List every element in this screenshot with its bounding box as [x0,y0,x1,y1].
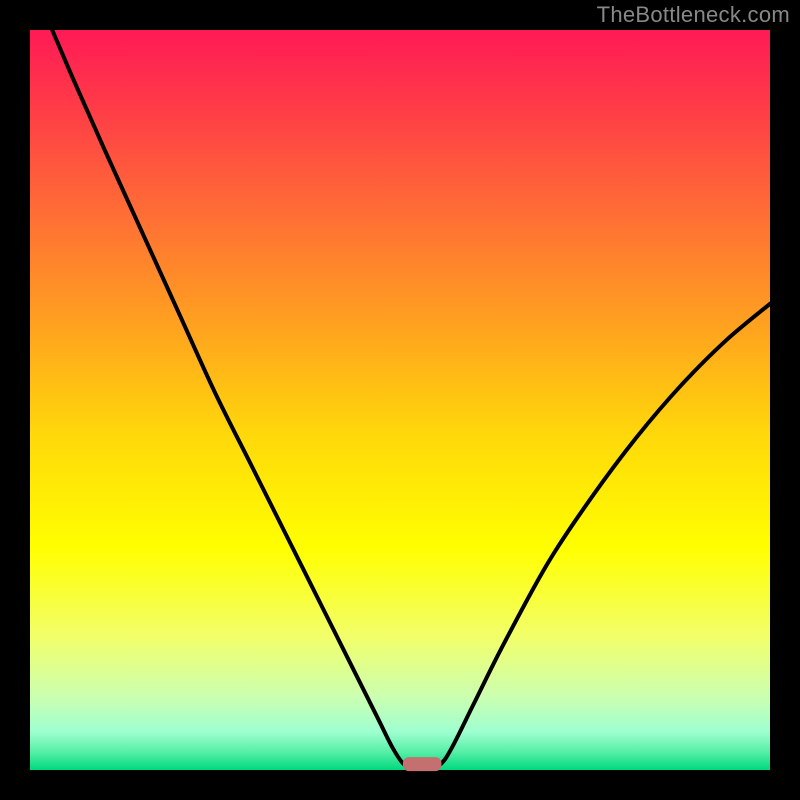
plot-background [30,30,770,770]
watermark-text: TheBottleneck.com [597,2,790,28]
chart-frame: TheBottleneck.com [0,0,800,800]
optimum-marker [403,757,441,771]
bottleneck-chart [0,0,800,800]
